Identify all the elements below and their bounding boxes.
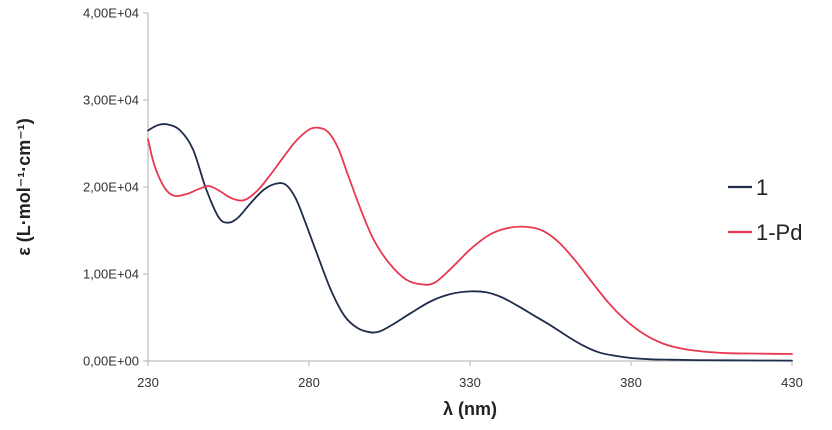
x-tick-label: 380 <box>620 375 642 390</box>
x-tick-label: 230 <box>137 375 159 390</box>
legend: 1 1-Pd <box>728 175 802 245</box>
x-tick-labels: 230 280 330 380 430 <box>137 361 803 390</box>
x-tick-label: 430 <box>781 375 803 390</box>
y-tick-label: 1,00E+04 <box>83 267 139 282</box>
y-tick-label: 2,00E+04 <box>83 180 139 195</box>
y-tick-label: 4,00E+04 <box>83 6 139 21</box>
series-lines <box>147 123 793 362</box>
series-line-1 <box>147 123 793 362</box>
legend-label-1: 1 <box>756 175 768 200</box>
y-tick-label: 3,00E+04 <box>83 93 139 108</box>
legend-label-1-pd: 1-Pd <box>756 220 802 245</box>
x-tick-label: 330 <box>459 375 481 390</box>
y-tick-labels: 0,00E+00 1,00E+04 2,00E+04 3,00E+04 4,00E+04 <box>83 6 148 369</box>
series-line-1-pd <box>147 126 793 355</box>
x-axis-title: λ (nm) <box>443 399 497 419</box>
x-tick-label: 280 <box>298 375 320 390</box>
y-tick-label: 0,00E+00 <box>83 354 139 369</box>
y-axis-title: ε (L·mol⁻¹·cm⁻¹) <box>14 118 34 256</box>
